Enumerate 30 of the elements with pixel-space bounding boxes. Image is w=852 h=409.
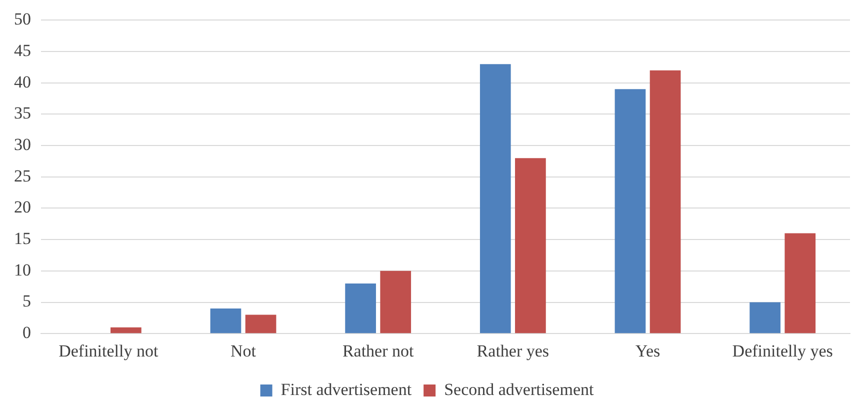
y-tick-label: 30 <box>14 135 31 154</box>
bar <box>110 327 142 334</box>
y-tick-label: 50 <box>14 10 31 29</box>
x-tick-label: Definitelly not <box>58 341 158 360</box>
y-tick-label: 20 <box>14 198 31 217</box>
y-tick-label: 25 <box>14 166 31 186</box>
y-tick-label: 35 <box>14 104 31 123</box>
bar <box>515 158 546 334</box>
bar <box>650 70 681 334</box>
x-tick-label: Rather not <box>342 341 414 360</box>
x-tick-label: Not <box>230 341 256 360</box>
y-tick-label: 15 <box>14 229 31 248</box>
y-tick-label: 10 <box>14 260 31 280</box>
bar <box>480 64 511 334</box>
x-tick-label: Yes <box>635 341 660 360</box>
bar <box>345 283 376 334</box>
bar <box>245 314 276 334</box>
y-tick-label: 0 <box>22 323 31 342</box>
x-tick-label: Rather yes <box>476 341 550 360</box>
bar <box>784 233 816 334</box>
y-tick-label: 40 <box>14 72 31 92</box>
legend-label: First advertisement <box>280 380 412 399</box>
bar <box>750 302 780 334</box>
y-tick-label: 5 <box>22 292 31 311</box>
legend-label: Second advertisement <box>444 380 594 399</box>
x-tick-label: Definitelly yes <box>732 341 833 360</box>
y-tick-label: 45 <box>14 41 31 60</box>
bar <box>210 308 242 334</box>
bar <box>380 270 412 334</box>
bar <box>614 89 646 334</box>
